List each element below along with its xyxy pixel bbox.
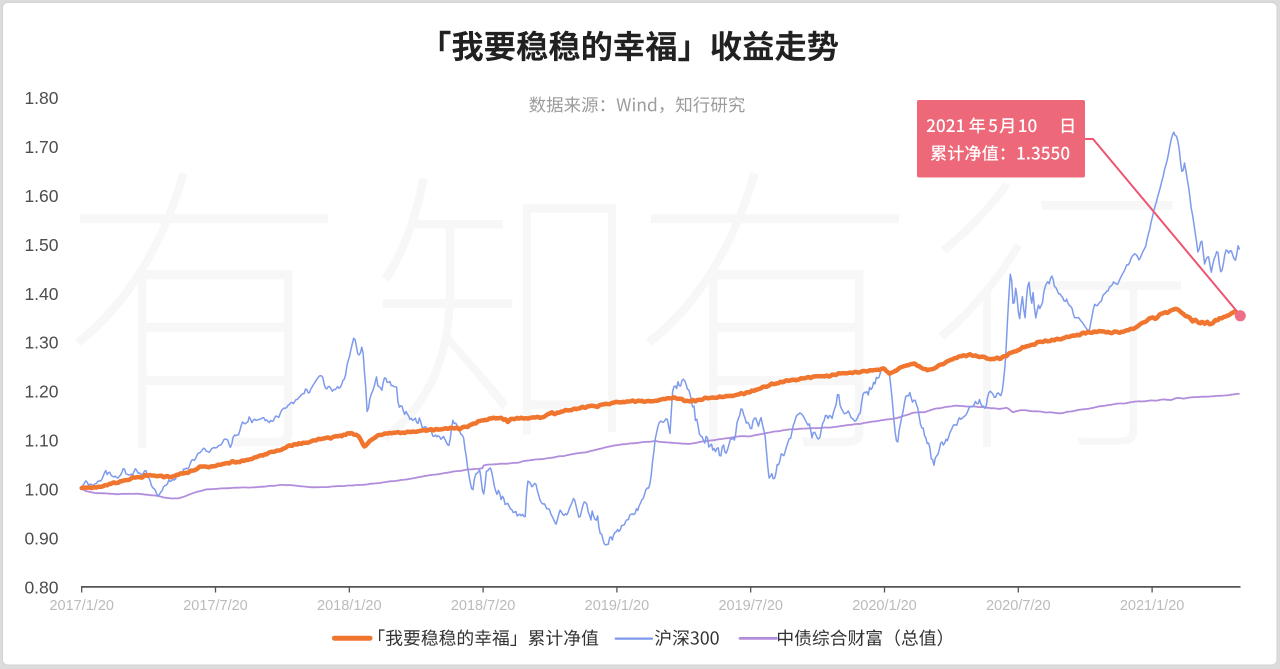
svg-text:1.10: 1.10	[24, 431, 58, 451]
svg-text:1.30: 1.30	[24, 333, 58, 353]
svg-text:2018/1/20: 2018/1/20	[317, 598, 382, 614]
svg-text:2019/1/20: 2019/1/20	[585, 598, 650, 614]
svg-text:0.90: 0.90	[24, 528, 58, 548]
svg-text:2021/1/20: 2021/1/20	[1120, 598, 1185, 614]
svg-text:1.60: 1.60	[24, 186, 58, 206]
svg-text:2020/7/20: 2020/7/20	[986, 598, 1051, 614]
svg-text:1.70: 1.70	[24, 137, 58, 157]
svg-text:1.80: 1.80	[24, 88, 58, 108]
svg-text:0.80: 0.80	[24, 577, 58, 597]
svg-text:1.20: 1.20	[24, 382, 58, 402]
svg-text:2019/7/20: 2019/7/20	[718, 598, 783, 614]
svg-text:1.00: 1.00	[24, 480, 58, 500]
svg-text:2017/7/20: 2017/7/20	[183, 598, 248, 614]
svg-text:1.50: 1.50	[24, 235, 58, 255]
svg-text:2018/7/20: 2018/7/20	[451, 598, 516, 614]
svg-text:1.40: 1.40	[24, 284, 58, 304]
svg-text:2017/1/20: 2017/1/20	[49, 598, 114, 614]
svg-text:2020/1/20: 2020/1/20	[852, 598, 917, 614]
